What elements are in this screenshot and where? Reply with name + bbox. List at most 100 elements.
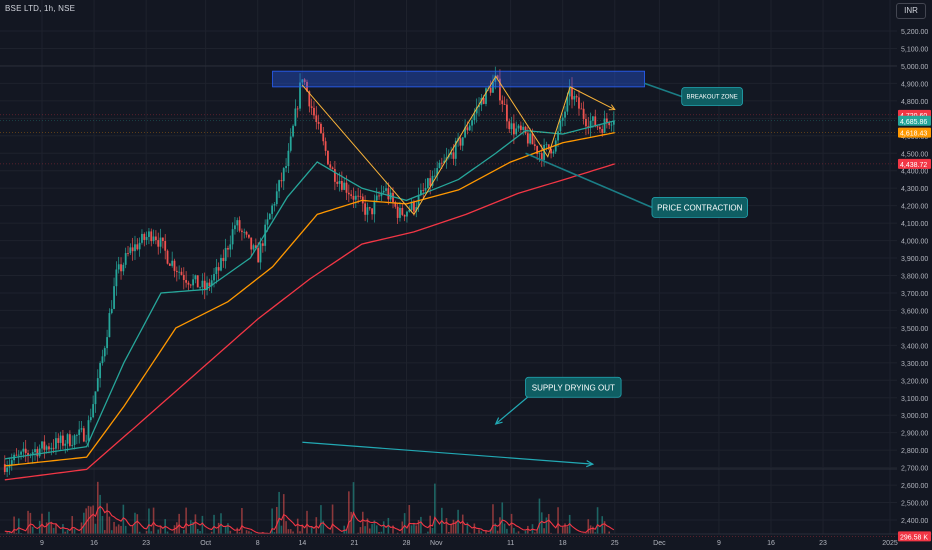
- price-contraction-label-pointer: [525, 152, 653, 209]
- currency-button[interactable]: INR: [896, 3, 926, 19]
- candle-body: [540, 153, 543, 160]
- candle-body: [324, 141, 327, 151]
- candle-body: [299, 82, 301, 109]
- candle-body: [36, 449, 39, 457]
- volume-bar: [513, 527, 515, 538]
- candle-body: [392, 192, 394, 203]
- time-tick-label: 11: [507, 540, 514, 547]
- price-tick-label: 3,300.00: [901, 361, 928, 368]
- candle-body: [471, 120, 473, 126]
- candle-body: [352, 195, 355, 200]
- symbol-title[interactable]: BSE LTD, 1h, NSE: [5, 4, 76, 13]
- candle-body: [122, 264, 125, 272]
- volume-bar: [80, 522, 83, 538]
- volume-bar: [343, 525, 345, 538]
- volume-bar: [120, 525, 122, 538]
- candle-body: [278, 180, 281, 192]
- candle-body: [603, 118, 606, 133]
- candle-body: [78, 429, 81, 436]
- candle-body: [192, 279, 194, 286]
- candle-body: [515, 128, 518, 135]
- volume-bar: [117, 524, 120, 538]
- candle-body: [380, 192, 383, 197]
- candle-body: [566, 96, 569, 112]
- candle-body: [317, 121, 320, 124]
- candle-body: [464, 127, 466, 138]
- price-candles: [3, 66, 615, 478]
- candle-body: [62, 435, 64, 446]
- candle-body: [557, 131, 559, 141]
- candle-body: [171, 260, 174, 266]
- candle-body: [440, 162, 443, 164]
- candle-body: [10, 460, 13, 465]
- price-tick-label: 2,800.00: [901, 448, 928, 455]
- volume-bar: [359, 527, 362, 538]
- volume-bar: [431, 528, 434, 538]
- candle-body: [443, 160, 446, 164]
- volume-bar: [92, 505, 94, 538]
- candle-body: [301, 79, 304, 83]
- candle-body: [168, 263, 171, 266]
- candle-body: [129, 247, 132, 254]
- price-axis[interactable]: 5,200.00 5,100.00 5,000.00 4,900.00 4,800.00…: [897, 0, 932, 550]
- candle-body: [131, 247, 134, 252]
- volume-bar: [545, 517, 548, 538]
- volume-bar: [73, 529, 76, 538]
- volume-bar: [164, 519, 167, 538]
- candle-body: [364, 203, 367, 215]
- time-tick-label: 18: [559, 540, 567, 547]
- grid-lines: [0, 0, 897, 534]
- candle-body: [373, 200, 376, 215]
- price-tick-label: 3,400.00: [901, 343, 928, 350]
- candle-body: [366, 207, 369, 215]
- volume-bar: [113, 521, 115, 538]
- volume-bar: [373, 520, 376, 538]
- price-contraction-label-box: [651, 196, 748, 218]
- candle-body: [329, 164, 332, 168]
- volume-bar: [320, 505, 322, 538]
- candle-body: [473, 113, 476, 121]
- price-tick-label: 3,500.00: [901, 326, 928, 333]
- candle-body: [296, 108, 299, 110]
- volume-bar: [176, 522, 178, 538]
- volume-bar: [52, 527, 55, 538]
- candle-body: [282, 168, 285, 182]
- candle-body: [15, 454, 18, 456]
- time-axis[interactable]: 9 16 23 Oct 8 14 21 28 Nov 11 18 25 Dec 9 16 23 2025: [0, 533, 932, 550]
- volume-bar: [420, 516, 422, 538]
- candle-body: [580, 108, 583, 110]
- candle-body: [268, 213, 271, 220]
- volume-bar: [382, 521, 385, 538]
- breakout-zone-rect: [272, 70, 645, 88]
- volume-bar: [236, 527, 239, 538]
- volume-bar: [115, 526, 118, 538]
- candle-body: [536, 146, 539, 154]
- candle-body: [110, 308, 113, 314]
- candle-body: [280, 180, 283, 182]
- volume-bar: [220, 513, 222, 538]
- price-tick-label: 3,600.00: [901, 308, 928, 315]
- volume-bar: [345, 529, 348, 538]
- candle-body: [408, 209, 411, 212]
- time-tick-label: 21: [351, 540, 359, 547]
- volume-bar: [101, 515, 104, 538]
- candle-body: [350, 194, 353, 196]
- volume-bar: [13, 516, 15, 538]
- candle-body: [145, 236, 148, 240]
- volume-bar: [217, 522, 220, 538]
- candle-body: [387, 188, 390, 200]
- volume-bar: [50, 521, 53, 538]
- candle-body: [245, 231, 248, 235]
- time-axis-bg: [0, 534, 932, 550]
- volume-bar: [106, 503, 108, 538]
- candle-body: [436, 168, 439, 176]
- candle-body: [34, 449, 36, 453]
- volume-bar: [478, 529, 480, 538]
- volume-bar: [413, 522, 415, 538]
- candle-body: [24, 448, 27, 454]
- candle-body: [264, 224, 267, 246]
- candle-body: [75, 435, 78, 436]
- candle-body: [213, 274, 215, 281]
- candle-body: [575, 96, 578, 98]
